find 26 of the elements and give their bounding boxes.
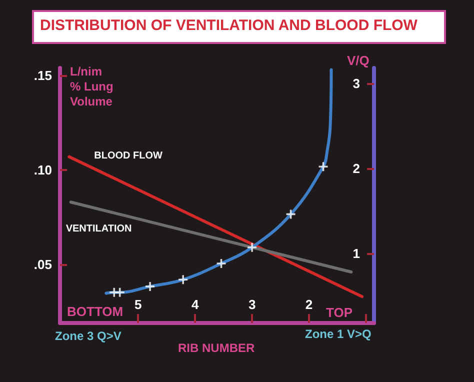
text: Zone 1 V>Q xyxy=(305,327,372,341)
point xyxy=(115,288,124,297)
chart-title: DISTRIBUTION OF VENTILATION AND BLOOD FLOW xyxy=(40,17,418,34)
y2-axis-title: V/Q xyxy=(347,53,370,68)
y2-tick-label: 3 xyxy=(352,76,360,91)
x-tick-label: 5 xyxy=(134,297,142,312)
series-label: VENTILATION xyxy=(66,224,132,235)
point xyxy=(248,242,257,252)
text: Zone 3 Q>V xyxy=(55,329,122,343)
point xyxy=(146,282,155,291)
x-axis-title: RIB NUMBER xyxy=(178,341,255,355)
annotation: TOP xyxy=(326,305,353,320)
y-tick-label: .10 xyxy=(34,162,52,178)
y-tick-label: .05 xyxy=(34,256,52,272)
point xyxy=(178,275,188,284)
x-tick-label: 4 xyxy=(191,297,200,312)
point xyxy=(216,259,226,268)
point xyxy=(318,162,328,172)
y2-tick-label: 1 xyxy=(352,246,360,261)
y-tick-label: .15 xyxy=(34,68,52,84)
y-axis-title: L/nim % Lung Volume xyxy=(70,64,114,108)
series-label: BLOOD FLOW xyxy=(94,150,163,162)
x-tick-label: 2 xyxy=(305,297,313,312)
y2-tick-label: 2 xyxy=(352,160,360,176)
annotation: BOTTOM xyxy=(67,304,124,319)
x-tick-label: 3 xyxy=(248,297,256,312)
